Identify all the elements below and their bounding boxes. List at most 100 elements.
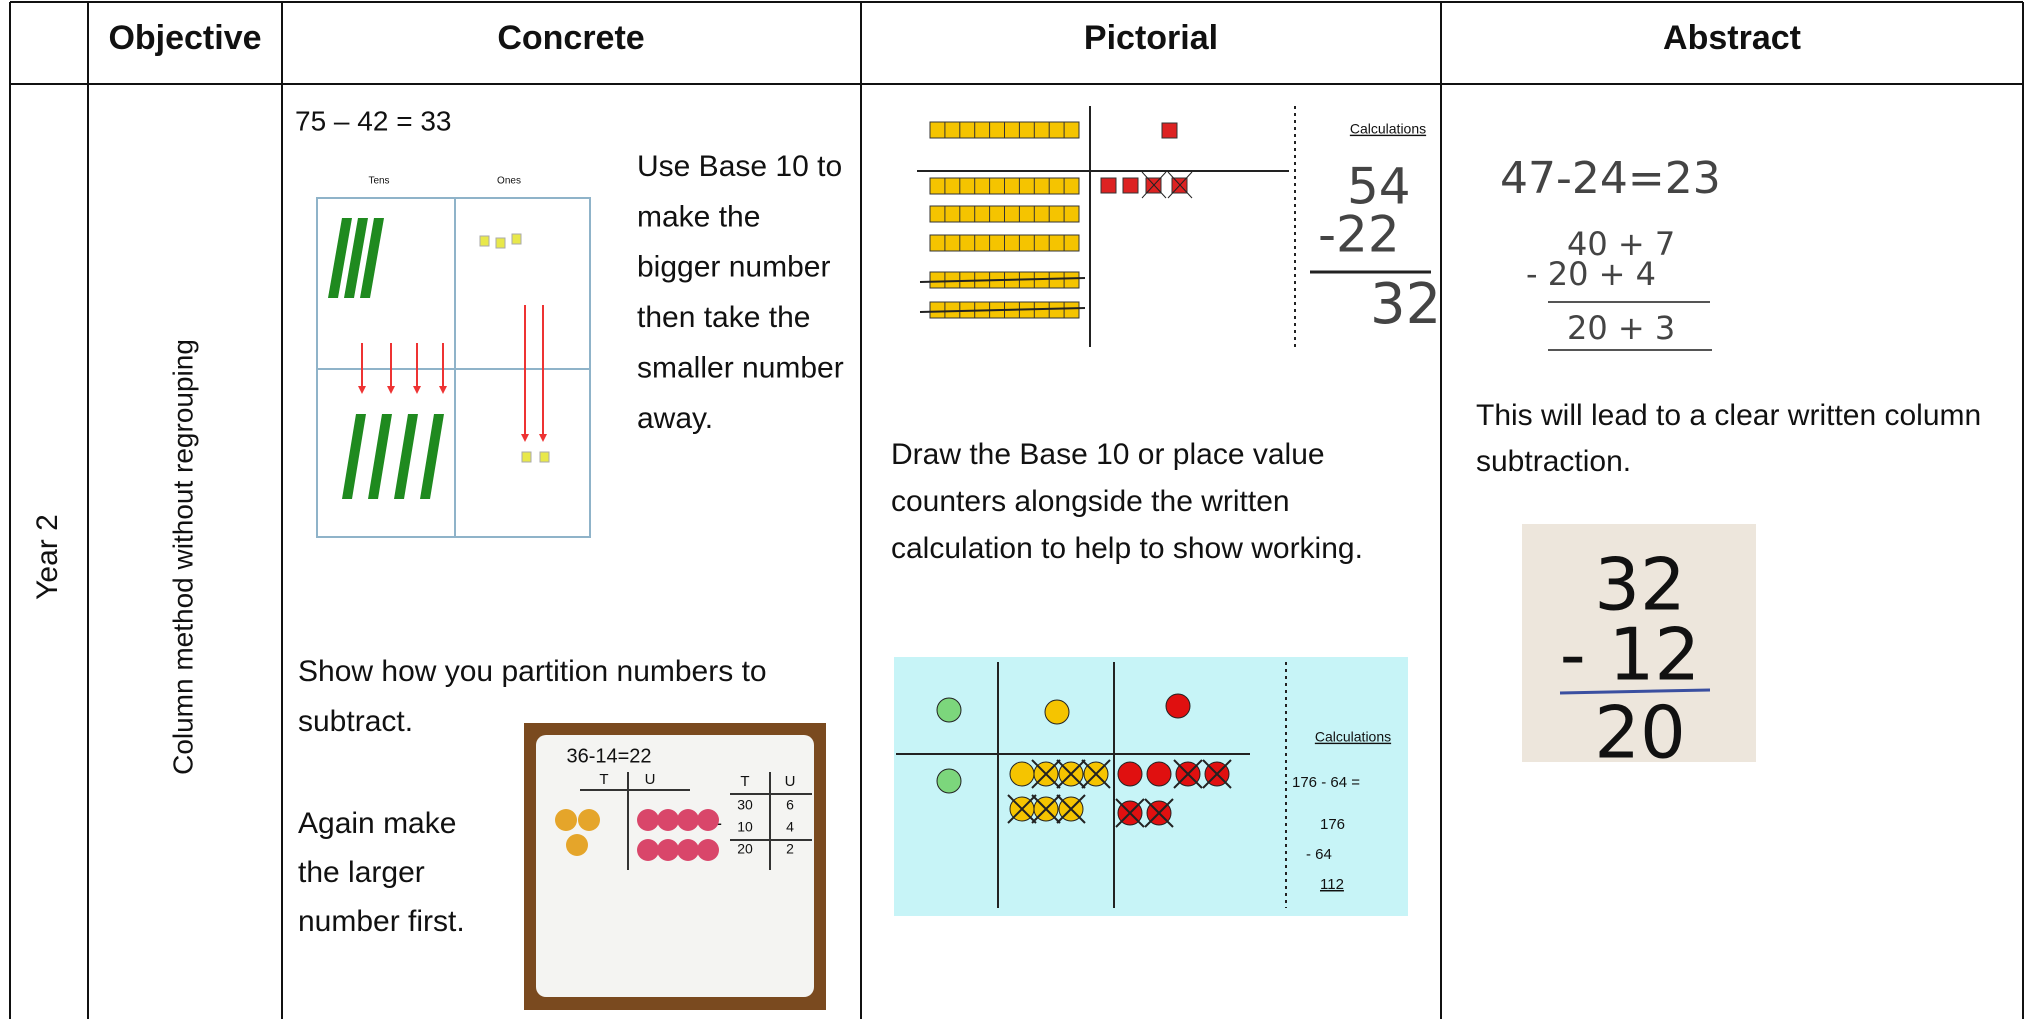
instruction-line: Draw the Base 10 or place value: [891, 438, 1325, 471]
one-cube: [479, 235, 490, 247]
instruction-line: smaller number: [637, 352, 844, 385]
calc: 176 - 64 =: [1292, 774, 1360, 791]
instruction-line: then take the: [637, 301, 810, 334]
whiteboard-photo: [524, 723, 826, 1010]
text-line: Again make: [298, 807, 456, 840]
calc-heading: Calculations: [1315, 729, 1391, 745]
board-text: 10: [737, 819, 753, 835]
note-line: This will lead to a clear written column: [1476, 399, 1981, 432]
counter: [657, 839, 679, 861]
cross-out: [1056, 794, 1086, 824]
counter: [566, 834, 588, 856]
arrow-head: [539, 434, 547, 442]
calc: 176: [1320, 816, 1345, 833]
place-value-mat: [316, 197, 591, 538]
mat-label: Tens: [368, 176, 389, 187]
handwritten-line: 20 + 3: [1567, 309, 1675, 347]
board-text: 2: [786, 841, 794, 857]
column-header: Abstract: [1663, 19, 1801, 57]
instruction-line: away.: [637, 402, 713, 435]
arrow-head: [387, 386, 395, 394]
one-square: [1122, 177, 1139, 194]
ten-rod: [368, 414, 392, 499]
cross-out: [1144, 798, 1174, 828]
table-grid: [9, 1, 2024, 1019]
arrow-head: [358, 386, 366, 394]
cross-out: [1007, 794, 1037, 824]
photo-number: 20: [1594, 691, 1686, 775]
counters-diagram: [894, 657, 1408, 916]
counter: [1009, 761, 1035, 787]
instruction-line: Use Base 10 to: [637, 150, 842, 183]
counter: [1044, 699, 1070, 725]
instruction-line: counters alongside the written: [891, 485, 1290, 518]
board-text: 36-14=22: [566, 745, 651, 767]
calc: 112: [1320, 876, 1344, 893]
photo-number: - 12: [1560, 613, 1700, 697]
one-cube: [539, 451, 550, 463]
handwritten-equation: 47-24=23: [1500, 153, 1721, 204]
one-square: [1161, 122, 1178, 139]
cross-out: [1202, 759, 1232, 789]
counter: [677, 839, 699, 861]
objective-label: Column method without regrouping: [167, 339, 198, 775]
cross-out: [1167, 171, 1193, 199]
board-text: 6: [786, 797, 794, 813]
counter: [637, 839, 659, 861]
cross-out: [1031, 759, 1061, 789]
cross-out: [1173, 759, 1203, 789]
counter: [1146, 761, 1172, 787]
counter: [555, 809, 577, 831]
note-line: subtraction.: [1476, 445, 1631, 478]
cross-out: [1056, 759, 1086, 789]
ten-rod: [360, 218, 384, 298]
counter: [1165, 693, 1191, 719]
counter: [936, 768, 962, 794]
cross-out: [919, 277, 1086, 283]
equation: 75 – 42 = 33: [295, 105, 451, 136]
column-header: Objective: [108, 19, 261, 57]
board-text: 30: [737, 797, 753, 813]
board-text: -: [716, 813, 722, 833]
ten-rod: [328, 218, 352, 298]
text-line: the larger: [298, 856, 425, 889]
cross-out: [919, 307, 1086, 313]
calc: 32: [1370, 272, 1441, 337]
instruction-line: bigger number: [637, 251, 830, 284]
text-line: Show how you partition numbers to: [298, 655, 767, 688]
mat-label: Ones: [497, 176, 521, 187]
cross-out: [1081, 759, 1111, 789]
column-header: Concrete: [497, 19, 644, 57]
year-label: Year 2: [31, 514, 64, 600]
counter: [697, 809, 719, 831]
board-text: 20: [737, 841, 753, 857]
ten-rod: [342, 414, 366, 499]
counter: [578, 809, 600, 831]
board-text: T: [599, 771, 608, 788]
counter: [697, 839, 719, 861]
arrow-head: [439, 386, 447, 394]
counter: [1117, 761, 1143, 787]
cross-out: [1141, 171, 1167, 199]
calc-heading: Calculations: [1350, 121, 1426, 137]
ten-rod: [394, 414, 418, 499]
counter: [677, 809, 699, 831]
counter: [936, 697, 962, 723]
board-text: U: [785, 773, 796, 790]
pictorial-diagram: [917, 106, 1431, 347]
board-text: U: [645, 771, 656, 788]
arrow-head: [413, 386, 421, 394]
board-text: 4: [786, 819, 794, 835]
one-cube: [495, 237, 506, 249]
arrow-head: [521, 434, 529, 442]
cross-out: [1115, 798, 1145, 828]
ten-rod: [344, 218, 368, 298]
board-text: T: [740, 773, 749, 790]
abstract-lines: [1548, 301, 1712, 351]
one-cube: [511, 233, 522, 245]
column-header: Pictorial: [1084, 19, 1218, 57]
one-cube: [521, 451, 532, 463]
cross-out: [1031, 794, 1061, 824]
handwritten-line: - 20 + 4: [1526, 255, 1656, 293]
